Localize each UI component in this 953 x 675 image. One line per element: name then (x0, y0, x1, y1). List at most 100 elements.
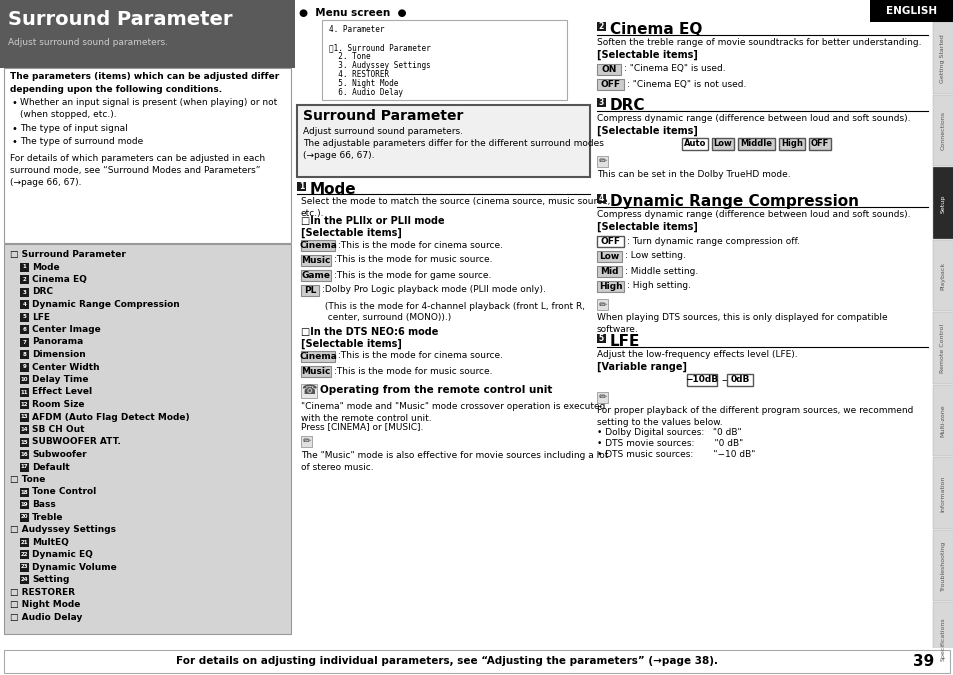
Text: Bass: Bass (32, 500, 55, 509)
Text: PL: PL (303, 286, 315, 295)
Text: LFE: LFE (32, 313, 50, 321)
Text: •: • (12, 124, 18, 134)
Text: Troubleshooting: Troubleshooting (940, 541, 944, 591)
Text: –: – (720, 375, 726, 385)
Bar (20, 550, 29, 559)
Text: [Variable range]: [Variable range] (597, 362, 686, 373)
Bar (932, 22, 953, 94)
Text: Low: Low (598, 252, 619, 261)
Text: Low: Low (713, 140, 732, 148)
Text: LFE: LFE (609, 334, 639, 349)
Text: The "Music" mode is also effective for movie sources including a lot
of stereo m: The "Music" mode is also effective for m… (301, 451, 608, 472)
Text: : "Cinema EQ" is used.: : "Cinema EQ" is used. (623, 65, 725, 74)
Bar (597, 334, 605, 343)
Text: •: • (12, 98, 18, 108)
Text: MultEQ: MultEQ (32, 537, 69, 547)
Text: 6: 6 (23, 327, 27, 332)
Text: Playback: Playback (940, 262, 944, 290)
Bar (597, 64, 620, 75)
Bar (301, 384, 316, 398)
Bar (20, 512, 29, 522)
Bar (20, 450, 29, 459)
Text: Operating from the remote control unit: Operating from the remote control unit (319, 385, 552, 395)
Text: 4. RESTORER: 4. RESTORER (329, 70, 389, 79)
Text: □ Tone: □ Tone (10, 475, 46, 484)
Text: ●  Menu screen  ●: ● Menu screen ● (298, 8, 406, 18)
Text: :This is the mode for music source.: :This is the mode for music source. (334, 256, 492, 265)
Text: Mode: Mode (310, 182, 356, 197)
Text: 2: 2 (598, 22, 603, 31)
Text: Cinema EQ: Cinema EQ (32, 275, 87, 284)
Text: Setting: Setting (32, 575, 70, 584)
Text: 20: 20 (21, 514, 29, 520)
Text: ☎: ☎ (301, 385, 316, 398)
Text: □ Audio Delay: □ Audio Delay (10, 612, 82, 622)
Text: ߸1. Surround Parameter: ߸1. Surround Parameter (329, 43, 431, 52)
Bar (20, 537, 29, 547)
Text: Whether an input signal is present (when playing) or not
(when stopped, etc.).: Whether an input signal is present (when… (20, 98, 277, 119)
Text: Getting Started: Getting Started (940, 34, 944, 82)
Text: Tone Control: Tone Control (32, 487, 96, 497)
Text: ENGLISH: ENGLISH (885, 6, 937, 16)
Bar (301, 270, 331, 281)
Bar (20, 362, 29, 371)
Bar (296, 105, 589, 177)
Text: Adjust the low-frequency effects level (LFE).: Adjust the low-frequency effects level (… (597, 350, 797, 359)
Bar (20, 313, 29, 321)
Text: 14: 14 (21, 427, 29, 432)
Bar (20, 437, 29, 446)
Text: :This is the mode for music source.: :This is the mode for music source. (334, 367, 492, 375)
Text: OFF: OFF (599, 80, 619, 89)
Bar (932, 313, 953, 384)
Text: 6. Audio Delay: 6. Audio Delay (329, 88, 402, 97)
Bar (4, 244, 291, 634)
Text: 1: 1 (298, 182, 304, 191)
Text: Compress dynamic range (difference between loud and soft sounds).: Compress dynamic range (difference betwe… (597, 114, 909, 123)
Bar (681, 138, 707, 150)
Bar (20, 325, 29, 334)
Text: Information: Information (940, 475, 944, 512)
Text: Auto: Auto (683, 140, 705, 148)
Bar (4, 650, 949, 673)
Bar (597, 266, 621, 277)
Text: 23: 23 (21, 564, 29, 570)
Bar (20, 300, 29, 309)
Text: OFF: OFF (810, 140, 828, 148)
Bar (869, 0, 953, 22)
Text: Game: Game (301, 271, 330, 280)
Text: □ Surround Parameter: □ Surround Parameter (10, 250, 126, 259)
Text: For details of which parameters can be adjusted in each
surround mode, see “Surr: For details of which parameters can be a… (10, 154, 265, 186)
Text: Dynamic Range Compression: Dynamic Range Compression (609, 194, 858, 209)
Text: Music: Music (301, 256, 331, 265)
Text: Effect Level: Effect Level (32, 387, 92, 396)
Text: The type of surround mode: The type of surround mode (20, 137, 143, 146)
Bar (808, 138, 830, 150)
Text: : Low setting.: : Low setting. (624, 252, 685, 261)
Text: :Dolby Pro Logic playback mode (PLII mode only).: :Dolby Pro Logic playback mode (PLII mod… (322, 286, 545, 294)
Text: [Selectable items]: [Selectable items] (597, 222, 698, 232)
Text: Middle: Middle (740, 140, 772, 148)
Text: 0dB: 0dB (730, 375, 749, 385)
Text: Remote Control: Remote Control (940, 324, 944, 373)
Text: Dynamic Range Compression: Dynamic Range Compression (32, 300, 179, 309)
Text: Select the mode to match the source (cinema source, music source,
etc.).: Select the mode to match the source (cin… (301, 197, 610, 218)
Text: 10: 10 (21, 377, 29, 382)
Bar (20, 575, 29, 584)
Bar (301, 285, 318, 296)
Text: [Selectable items]: [Selectable items] (597, 50, 698, 60)
Bar (20, 338, 29, 346)
Text: 16: 16 (21, 452, 29, 457)
Text: Press [CINEMA] or [MUSIC].: Press [CINEMA] or [MUSIC]. (301, 422, 423, 431)
Text: 12: 12 (21, 402, 29, 407)
Text: Delay Time: Delay Time (32, 375, 89, 384)
Text: 5. Night Mode: 5. Night Mode (329, 79, 398, 88)
Text: □ RESTORER: □ RESTORER (10, 587, 75, 597)
Bar (20, 263, 29, 271)
Text: 8: 8 (23, 352, 27, 357)
Text: 11: 11 (21, 389, 29, 394)
Text: DRC: DRC (609, 98, 645, 113)
Text: : High setting.: : High setting. (626, 281, 690, 290)
Text: AFDM (Auto Flag Detect Mode): AFDM (Auto Flag Detect Mode) (32, 412, 190, 421)
Text: ✏: ✏ (598, 300, 606, 310)
Text: 9: 9 (23, 364, 27, 369)
